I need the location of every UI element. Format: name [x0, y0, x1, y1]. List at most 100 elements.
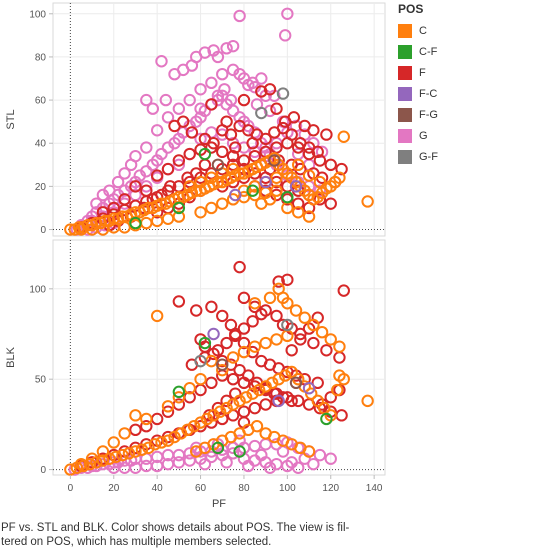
point-f: [246, 137, 259, 150]
point-c: [248, 297, 262, 310]
point-c-f: [198, 147, 212, 161]
point-g: [140, 165, 153, 178]
point-c: [194, 206, 207, 219]
point-c: [216, 363, 229, 377]
point-g: [233, 9, 246, 23]
legend-item-f-g[interactable]: F-G: [398, 104, 528, 125]
point-c: [205, 171, 218, 184]
point-f: [263, 83, 277, 96]
legend-item-c-f[interactable]: C-F: [398, 41, 528, 62]
point-c: [239, 391, 253, 404]
point-c: [298, 311, 311, 324]
y-axis-title: BLK: [5, 346, 17, 367]
point-c-f: [172, 385, 186, 399]
point-c: [252, 383, 266, 397]
point-c: [200, 412, 214, 426]
legend-item-g-f[interactable]: G-F: [398, 146, 528, 167]
legend-item-c[interactable]: C: [398, 20, 528, 41]
point-c: [161, 400, 175, 413]
point-f-c: [259, 175, 272, 189]
point-f-g: [289, 376, 303, 390]
point-c: [233, 394, 246, 408]
point-c-f: [246, 184, 259, 197]
point-f-c: [302, 382, 316, 395]
chart-caption: PF vs. STL and BLK. Color shows details …: [1, 521, 431, 549]
point-f-c: [229, 188, 242, 202]
point-f: [285, 394, 298, 408]
point-c: [135, 443, 149, 456]
point-g: [140, 141, 153, 154]
point-f: [333, 351, 346, 364]
point-f: [163, 180, 177, 193]
point-g: [242, 119, 255, 133]
point-c: [220, 401, 233, 415]
x-axis-title: PF: [212, 498, 226, 510]
point-c: [205, 201, 218, 215]
point-g: [263, 461, 277, 474]
point-f: [205, 300, 218, 314]
point-f: [335, 409, 348, 422]
point-c: [292, 206, 305, 219]
point-f: [272, 275, 285, 288]
point-g: [263, 104, 277, 118]
point-c: [216, 197, 229, 210]
legend-item-f[interactable]: F: [398, 62, 528, 83]
legend: POS C C-F F F-C F-G G G-F: [398, 2, 528, 167]
point-f: [140, 184, 153, 197]
point-g: [205, 76, 218, 90]
point-f: [285, 344, 298, 357]
point-g: [216, 67, 229, 81]
point-g: [194, 83, 207, 96]
point-c: [265, 376, 279, 390]
point-c: [259, 380, 272, 393]
point-f: [294, 333, 307, 346]
point-c: [237, 345, 251, 359]
point-c: [129, 409, 142, 422]
point-c: [281, 297, 294, 310]
point-c: [289, 304, 303, 317]
point-c: [75, 223, 88, 236]
point-c: [331, 383, 344, 397]
point-c: [140, 412, 153, 426]
point-c: [246, 387, 259, 400]
point-f: [205, 376, 218, 390]
point-g: [278, 29, 292, 42]
point-c-f: [198, 336, 212, 350]
x-tick-label: 80: [238, 483, 250, 494]
legend-swatch: [398, 44, 412, 59]
point-c: [140, 216, 153, 230]
legend-swatch: [398, 65, 412, 80]
point-f: [259, 132, 272, 146]
point-g: [155, 147, 168, 161]
legend-swatch: [398, 107, 412, 122]
legend-item-f-c[interactable]: F-C: [398, 83, 528, 104]
point-g: [224, 93, 238, 107]
point-c: [324, 333, 337, 346]
point-g: [211, 50, 225, 64]
legend-item-g[interactable]: G: [398, 125, 528, 146]
point-g: [307, 457, 320, 471]
point-c: [118, 221, 131, 234]
point-c: [315, 325, 329, 339]
point-c: [174, 427, 188, 440]
legend-label: F-G: [419, 108, 438, 121]
y-tick-label: 20: [35, 182, 47, 193]
point-c-f: [129, 216, 142, 230]
point-g: [183, 93, 196, 107]
point-c: [183, 382, 196, 395]
point-g: [172, 102, 186, 115]
point-g: [111, 175, 125, 189]
point-c: [311, 394, 324, 408]
point-f: [259, 398, 272, 411]
point-c: [161, 212, 175, 225]
point-c: [142, 201, 155, 215]
point-c: [64, 463, 77, 476]
point-f: [324, 197, 337, 210]
point-f: [205, 98, 218, 111]
point-f: [237, 154, 251, 167]
point-g-f: [194, 354, 207, 368]
point-g: [233, 67, 246, 81]
x-tick-label: 120: [322, 483, 339, 494]
point-c: [161, 434, 175, 447]
point-f: [172, 295, 186, 308]
